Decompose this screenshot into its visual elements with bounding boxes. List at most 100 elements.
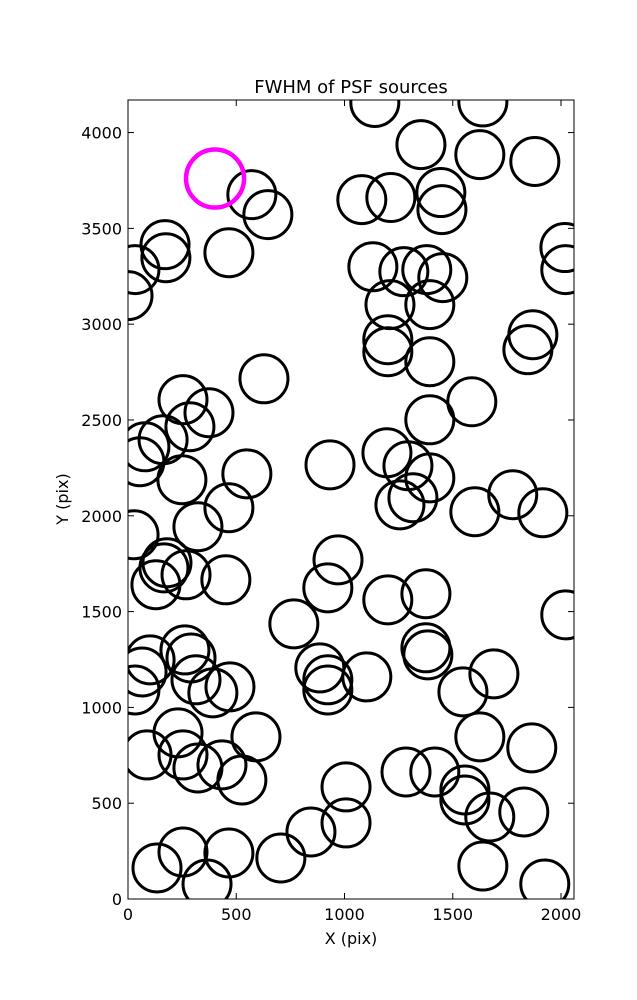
source-marker: [230, 711, 282, 763]
axes-frame: [127, 99, 575, 900]
source-marker: [183, 387, 235, 439]
source-marker: [506, 722, 558, 774]
source-marker: [404, 452, 456, 504]
source-marker: [181, 858, 233, 899]
y-tick-label: 4000: [81, 124, 122, 143]
source-marker: [203, 482, 255, 534]
source-marker: [349, 100, 401, 128]
source-marker: [415, 167, 467, 219]
source-marker: [196, 739, 248, 791]
y-tick-label: 2500: [81, 411, 122, 430]
source-marker: [304, 439, 356, 491]
source-marker: [156, 454, 208, 506]
source-marker: [216, 754, 268, 806]
source-marker: [140, 232, 192, 284]
source-marker: [302, 664, 354, 716]
source-marker: [439, 764, 491, 816]
y-tick-label: 0: [112, 890, 122, 909]
source-marker: [404, 336, 456, 388]
source-marker: [519, 858, 571, 899]
source-marker: [507, 309, 559, 361]
source-marker: [157, 374, 209, 426]
source-marker: [347, 241, 399, 293]
source-marker: [404, 279, 456, 331]
y-tick-label: 3500: [81, 219, 122, 238]
source-marker: [378, 246, 430, 298]
x-tick-label: 0: [123, 905, 133, 924]
source-marker: [365, 172, 417, 224]
source-marker: [187, 667, 239, 719]
source-marker: [416, 184, 468, 236]
source-marker: [128, 421, 171, 473]
source-marker: [449, 486, 501, 538]
y-axis-label: Y (pix): [53, 473, 72, 525]
source-marker: [268, 598, 320, 650]
source-marker: [128, 509, 160, 561]
x-axis-label: X (pix): [325, 929, 378, 948]
source-marker: [540, 244, 574, 296]
source-marker: [404, 394, 456, 446]
highlight-marker: [183, 147, 247, 210]
source-marker: [128, 646, 168, 698]
source-marker: [131, 842, 183, 894]
source-marker: [395, 119, 447, 171]
source-marker: [159, 624, 211, 676]
source-marker: [417, 252, 469, 304]
source-marker: [400, 568, 452, 620]
source-marker: [203, 227, 255, 279]
y-tick-label: 1500: [81, 603, 122, 622]
source-marker: [502, 324, 554, 376]
source-marker: [255, 832, 307, 884]
source-marker: [362, 314, 414, 366]
x-tick-label: 2000: [541, 905, 582, 924]
source-marker: [139, 219, 191, 271]
source-marker: [242, 189, 294, 241]
source-marker: [454, 129, 506, 181]
source-marker: [454, 711, 506, 763]
source-marker: [487, 469, 539, 521]
source-marker: [540, 589, 574, 641]
source-marker: [457, 100, 509, 128]
source-marker: [387, 472, 439, 524]
source-marker: [320, 761, 372, 813]
source-marker: [164, 401, 216, 453]
source-marker: [200, 554, 252, 606]
source-marker: [128, 270, 154, 322]
source-marker: [336, 174, 388, 226]
y-tick-label: 2000: [81, 507, 122, 526]
source-marker: [362, 326, 414, 378]
source-marker: [128, 664, 161, 716]
y-tick-label: 500: [91, 794, 122, 813]
source-marker: [402, 629, 454, 681]
source-marker: [437, 666, 489, 718]
x-tick-label: 1000: [324, 905, 365, 924]
source-marker: [539, 222, 574, 274]
source-marker: [170, 654, 222, 706]
y-tick-label: 1000: [81, 698, 122, 717]
source-marker: [160, 549, 212, 601]
x-tick-label: 1500: [432, 905, 473, 924]
source-marker: [302, 654, 354, 706]
source-marker: [157, 729, 209, 781]
source-marker: [517, 487, 569, 539]
source-marker: [130, 559, 182, 611]
source-marker: [468, 648, 520, 700]
source-marker: [128, 244, 161, 296]
source-marker: [409, 746, 461, 798]
source-marker: [374, 479, 426, 531]
y-tick-label: 3000: [81, 315, 122, 334]
source-marker: [238, 353, 290, 405]
source-marker: [172, 501, 224, 553]
x-tick-label: 500: [221, 905, 252, 924]
source-marker: [157, 826, 209, 878]
source-marker: [498, 786, 550, 838]
source-marker: [439, 774, 491, 826]
source-marker: [362, 574, 414, 626]
source-marker: [221, 448, 273, 500]
plot-area: [128, 100, 574, 899]
source-marker: [457, 840, 509, 892]
source-marker: [141, 537, 193, 589]
source-marker: [464, 791, 516, 843]
